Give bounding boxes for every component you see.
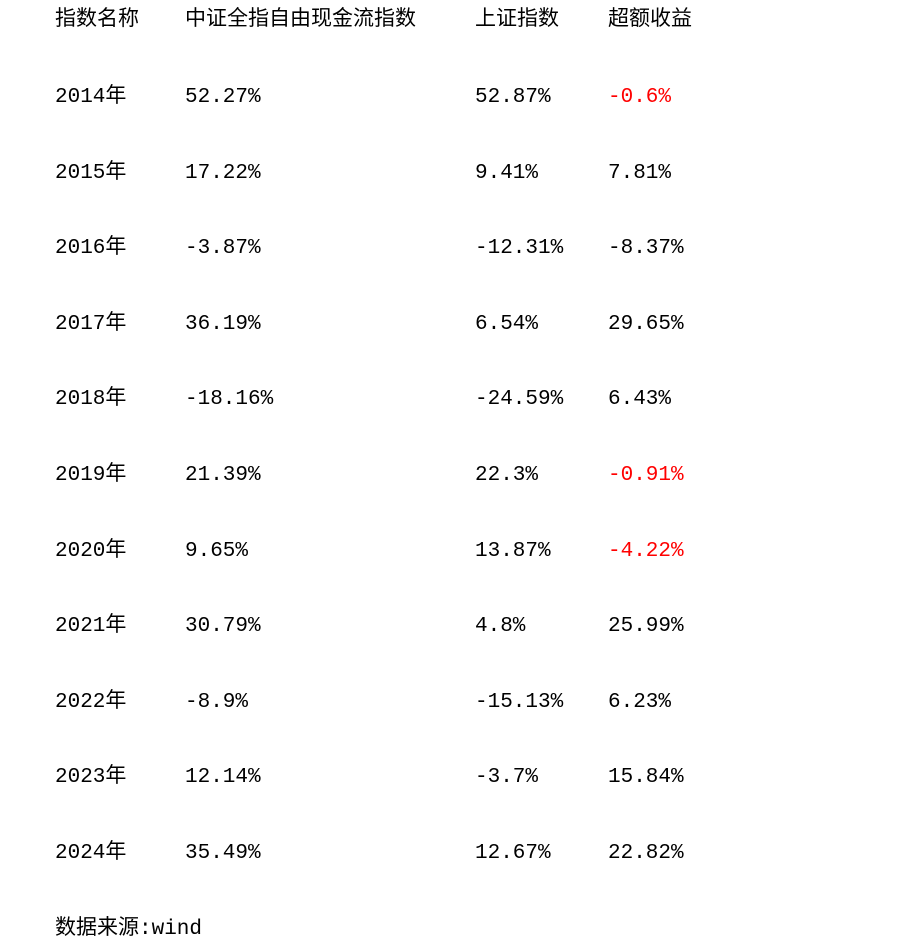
sse-index-cell: -12.31% (475, 237, 564, 261)
table-header-row: 指数名称 中证全指自由现金流指数 上证指数 超额收益 (55, 8, 917, 85)
year-cell: 2015年 (55, 161, 127, 185)
excess-return-cell: 6.23% (608, 690, 672, 714)
sse-index-cell: 6.54% (475, 312, 539, 336)
sse-index-cell: -15.13% (475, 690, 564, 714)
table-row: 2014年 52.27% 52.87% -0.6% (55, 85, 917, 161)
sse-index-cell: 52.87% (475, 86, 551, 109)
fcf-index-cell: -3.87% (185, 237, 261, 261)
sse-index-cell: 9.41% (475, 161, 539, 185)
sse-index-cell: 22.3% (475, 463, 539, 487)
year-cell: 2016年 (55, 237, 127, 261)
year-cell: 2018年 (55, 388, 127, 412)
column-header-fcf-index: 中证全指自由现金流指数 (185, 9, 416, 32)
table-row: 2021年 30.79% 4.8% 25.99% (55, 614, 917, 690)
fcf-index-cell: 9.65% (185, 539, 249, 563)
year-cell: 2019年 (55, 463, 127, 487)
fcf-index-cell: 36.19% (185, 312, 261, 336)
fcf-index-cell: 30.79% (185, 615, 261, 639)
fcf-index-cell: -8.9% (185, 690, 249, 714)
year-cell: 2020年 (55, 539, 127, 563)
excess-return-cell: 7.81% (608, 161, 672, 185)
excess-return-cell: 25.99% (608, 615, 684, 639)
fcf-index-cell: -18.16% (185, 388, 274, 412)
column-header-sse-index: 上证指数 (475, 9, 559, 32)
excess-return-cell: -0.6% (608, 86, 672, 109)
column-header-excess-return: 超额收益 (608, 9, 692, 32)
excess-return-cell: -8.37% (608, 237, 684, 261)
fcf-index-cell: 12.14% (185, 766, 261, 790)
table-row: 2020年 9.65% 13.87% -4.22% (55, 539, 917, 615)
year-cell: 2017年 (55, 312, 127, 336)
table-row: 2017年 36.19% 6.54% 29.65% (55, 312, 917, 388)
table-row: 2023年 12.14% -3.7% 15.84% (55, 765, 917, 841)
excess-return-cell: 29.65% (608, 312, 684, 336)
fcf-index-cell: 21.39% (185, 463, 261, 487)
year-cell: 2023年 (55, 766, 127, 790)
table-row: 2018年 -18.16% -24.59% 6.43% (55, 387, 917, 463)
excess-return-cell: -4.22% (608, 539, 684, 563)
table-row: 2015年 17.22% 9.41% 7.81% (55, 161, 917, 237)
sse-index-cell: -24.59% (475, 388, 564, 412)
excess-return-cell: 6.43% (608, 388, 672, 412)
fcf-index-cell: 17.22% (185, 161, 261, 185)
table-row: 2024年 35.49% 12.67% 22.82% (55, 841, 917, 917)
column-header-index-name: 指数名称 (55, 9, 139, 32)
table-row: 2019年 21.39% 22.3% -0.91% (55, 463, 917, 539)
sse-index-cell: 4.8% (475, 615, 526, 639)
sse-index-cell: -3.7% (475, 766, 539, 790)
table-row: 2022年 -8.9% -15.13% 6.23% (55, 690, 917, 766)
table-row: 2016年 -3.87% -12.31% -8.37% (55, 236, 917, 312)
year-cell: 2024年 (55, 841, 127, 865)
year-cell: 2021年 (55, 615, 127, 639)
excess-return-cell: 22.82% (608, 841, 684, 865)
excess-return-cell: 15.84% (608, 766, 684, 790)
data-source-note: 数据来源:wind (55, 917, 203, 941)
year-cell: 2014年 (55, 86, 127, 109)
excess-return-cell: -0.91% (608, 463, 684, 487)
fcf-index-cell: 52.27% (185, 86, 261, 109)
table-body: 2014年 52.27% 52.87% -0.6% 2015年 17.22% 9… (55, 85, 917, 917)
year-cell: 2022年 (55, 690, 127, 714)
sse-index-cell: 12.67% (475, 841, 551, 865)
sse-index-cell: 13.87% (475, 539, 551, 563)
fcf-index-cell: 35.49% (185, 841, 261, 865)
